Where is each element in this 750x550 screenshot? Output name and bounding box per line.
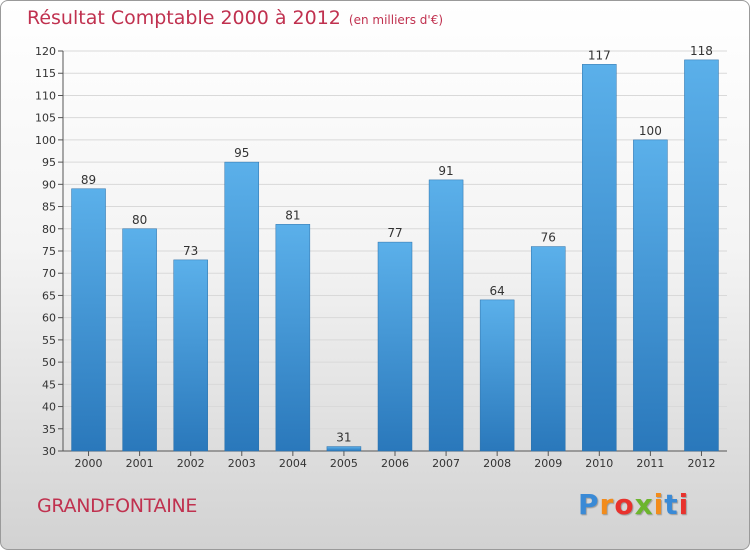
bar-2011 — [633, 139, 668, 452]
logo-letter: i — [653, 488, 665, 521]
chart-title: Résultat Comptable 2000 à 2012 (en millie… — [27, 7, 443, 29]
y-tick-label: 60 — [42, 312, 56, 325]
y-tick-label: 100 — [35, 134, 56, 147]
x-tick-label: 2012 — [687, 457, 715, 470]
y-tick-label: 105 — [35, 112, 56, 125]
logo-letter: r — [599, 488, 615, 521]
data-label-2005: 31 — [336, 431, 351, 445]
bar-2008 — [479, 299, 515, 452]
bar-2002 — [173, 259, 208, 452]
y-tick-label: 75 — [42, 245, 56, 258]
y-tick-label: 70 — [42, 267, 56, 280]
y-tick-label: 80 — [42, 223, 56, 236]
y-tick-label: 40 — [42, 401, 56, 414]
logo-letter: o — [614, 488, 635, 521]
bar-2010 — [582, 64, 617, 452]
y-tick-label: 115 — [35, 67, 56, 80]
chart-title-unit: (en milliers d'€) — [348, 13, 444, 27]
data-label-2000: 89 — [81, 173, 96, 187]
x-tick-label: 2001 — [126, 457, 154, 470]
x-tick-label: 2009 — [534, 457, 562, 470]
x-tick-label: 2003 — [228, 457, 256, 470]
data-label-2004: 81 — [285, 208, 300, 222]
x-tick-label: 2006 — [381, 457, 409, 470]
data-label-2012: 118 — [690, 44, 713, 58]
data-label-2001: 80 — [132, 213, 147, 227]
logo-letter: x — [634, 488, 654, 521]
data-label-2002: 73 — [183, 244, 198, 258]
bar-2003 — [224, 161, 260, 452]
y-tick-label: 35 — [42, 423, 56, 436]
data-label-2008: 64 — [490, 284, 505, 298]
y-tick-label: 95 — [42, 156, 56, 169]
bar-2006 — [377, 241, 413, 452]
bar-2012 — [684, 59, 719, 452]
data-label-2007: 91 — [438, 164, 453, 178]
x-tick-label: 2002 — [177, 457, 205, 470]
x-tick-label: 2007 — [432, 457, 460, 470]
x-tick-label: 2004 — [279, 457, 307, 470]
bar-2009 — [530, 246, 566, 452]
x-tick-label: 2008 — [483, 457, 511, 470]
bars — [71, 59, 719, 452]
data-label-2006: 77 — [387, 226, 402, 240]
y-tick-label: 85 — [42, 201, 56, 214]
data-labels: 89 80 73 95 81 31 77 91 64 76 117 100 118 — [81, 44, 713, 445]
data-label-2003: 95 — [234, 146, 249, 160]
y-tick-label: 90 — [42, 178, 56, 191]
y-tick-label: 45 — [42, 378, 56, 391]
y-tick-label: 120 — [35, 45, 56, 58]
data-label-2009: 76 — [541, 231, 556, 245]
commune-name: GRANDFONTAINE — [37, 495, 198, 517]
x-tick-label: 2005 — [330, 457, 358, 470]
logo-letter: t — [664, 488, 679, 521]
y-tick-label: 65 — [42, 289, 56, 302]
logo-letter: P — [578, 488, 600, 521]
logo-letter: i — [678, 488, 690, 521]
data-label-2010: 117 — [588, 48, 611, 62]
x-tick-label: 2011 — [636, 457, 664, 470]
bar-2004 — [275, 224, 311, 452]
y-tick-label: 50 — [42, 356, 56, 369]
x-tick-label: 2010 — [585, 457, 613, 470]
chart-title-text: Résultat Comptable 2000 à 2012 — [27, 7, 341, 29]
proxiti-logo: Proxiti — [578, 488, 689, 521]
y-tick-label: 55 — [42, 334, 56, 347]
x-tick-label: 2000 — [75, 457, 103, 470]
bar-2005 — [326, 446, 362, 452]
bar-2001 — [122, 228, 157, 452]
y-tick-label: 30 — [42, 445, 56, 458]
y-tick-label: 110 — [35, 89, 56, 102]
data-label-2011: 100 — [639, 124, 662, 138]
bar-2000 — [71, 188, 106, 452]
bar-2007 — [428, 179, 464, 452]
